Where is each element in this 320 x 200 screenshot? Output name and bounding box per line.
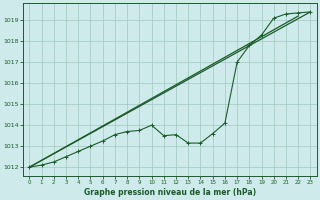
X-axis label: Graphe pression niveau de la mer (hPa): Graphe pression niveau de la mer (hPa) (84, 188, 256, 197)
